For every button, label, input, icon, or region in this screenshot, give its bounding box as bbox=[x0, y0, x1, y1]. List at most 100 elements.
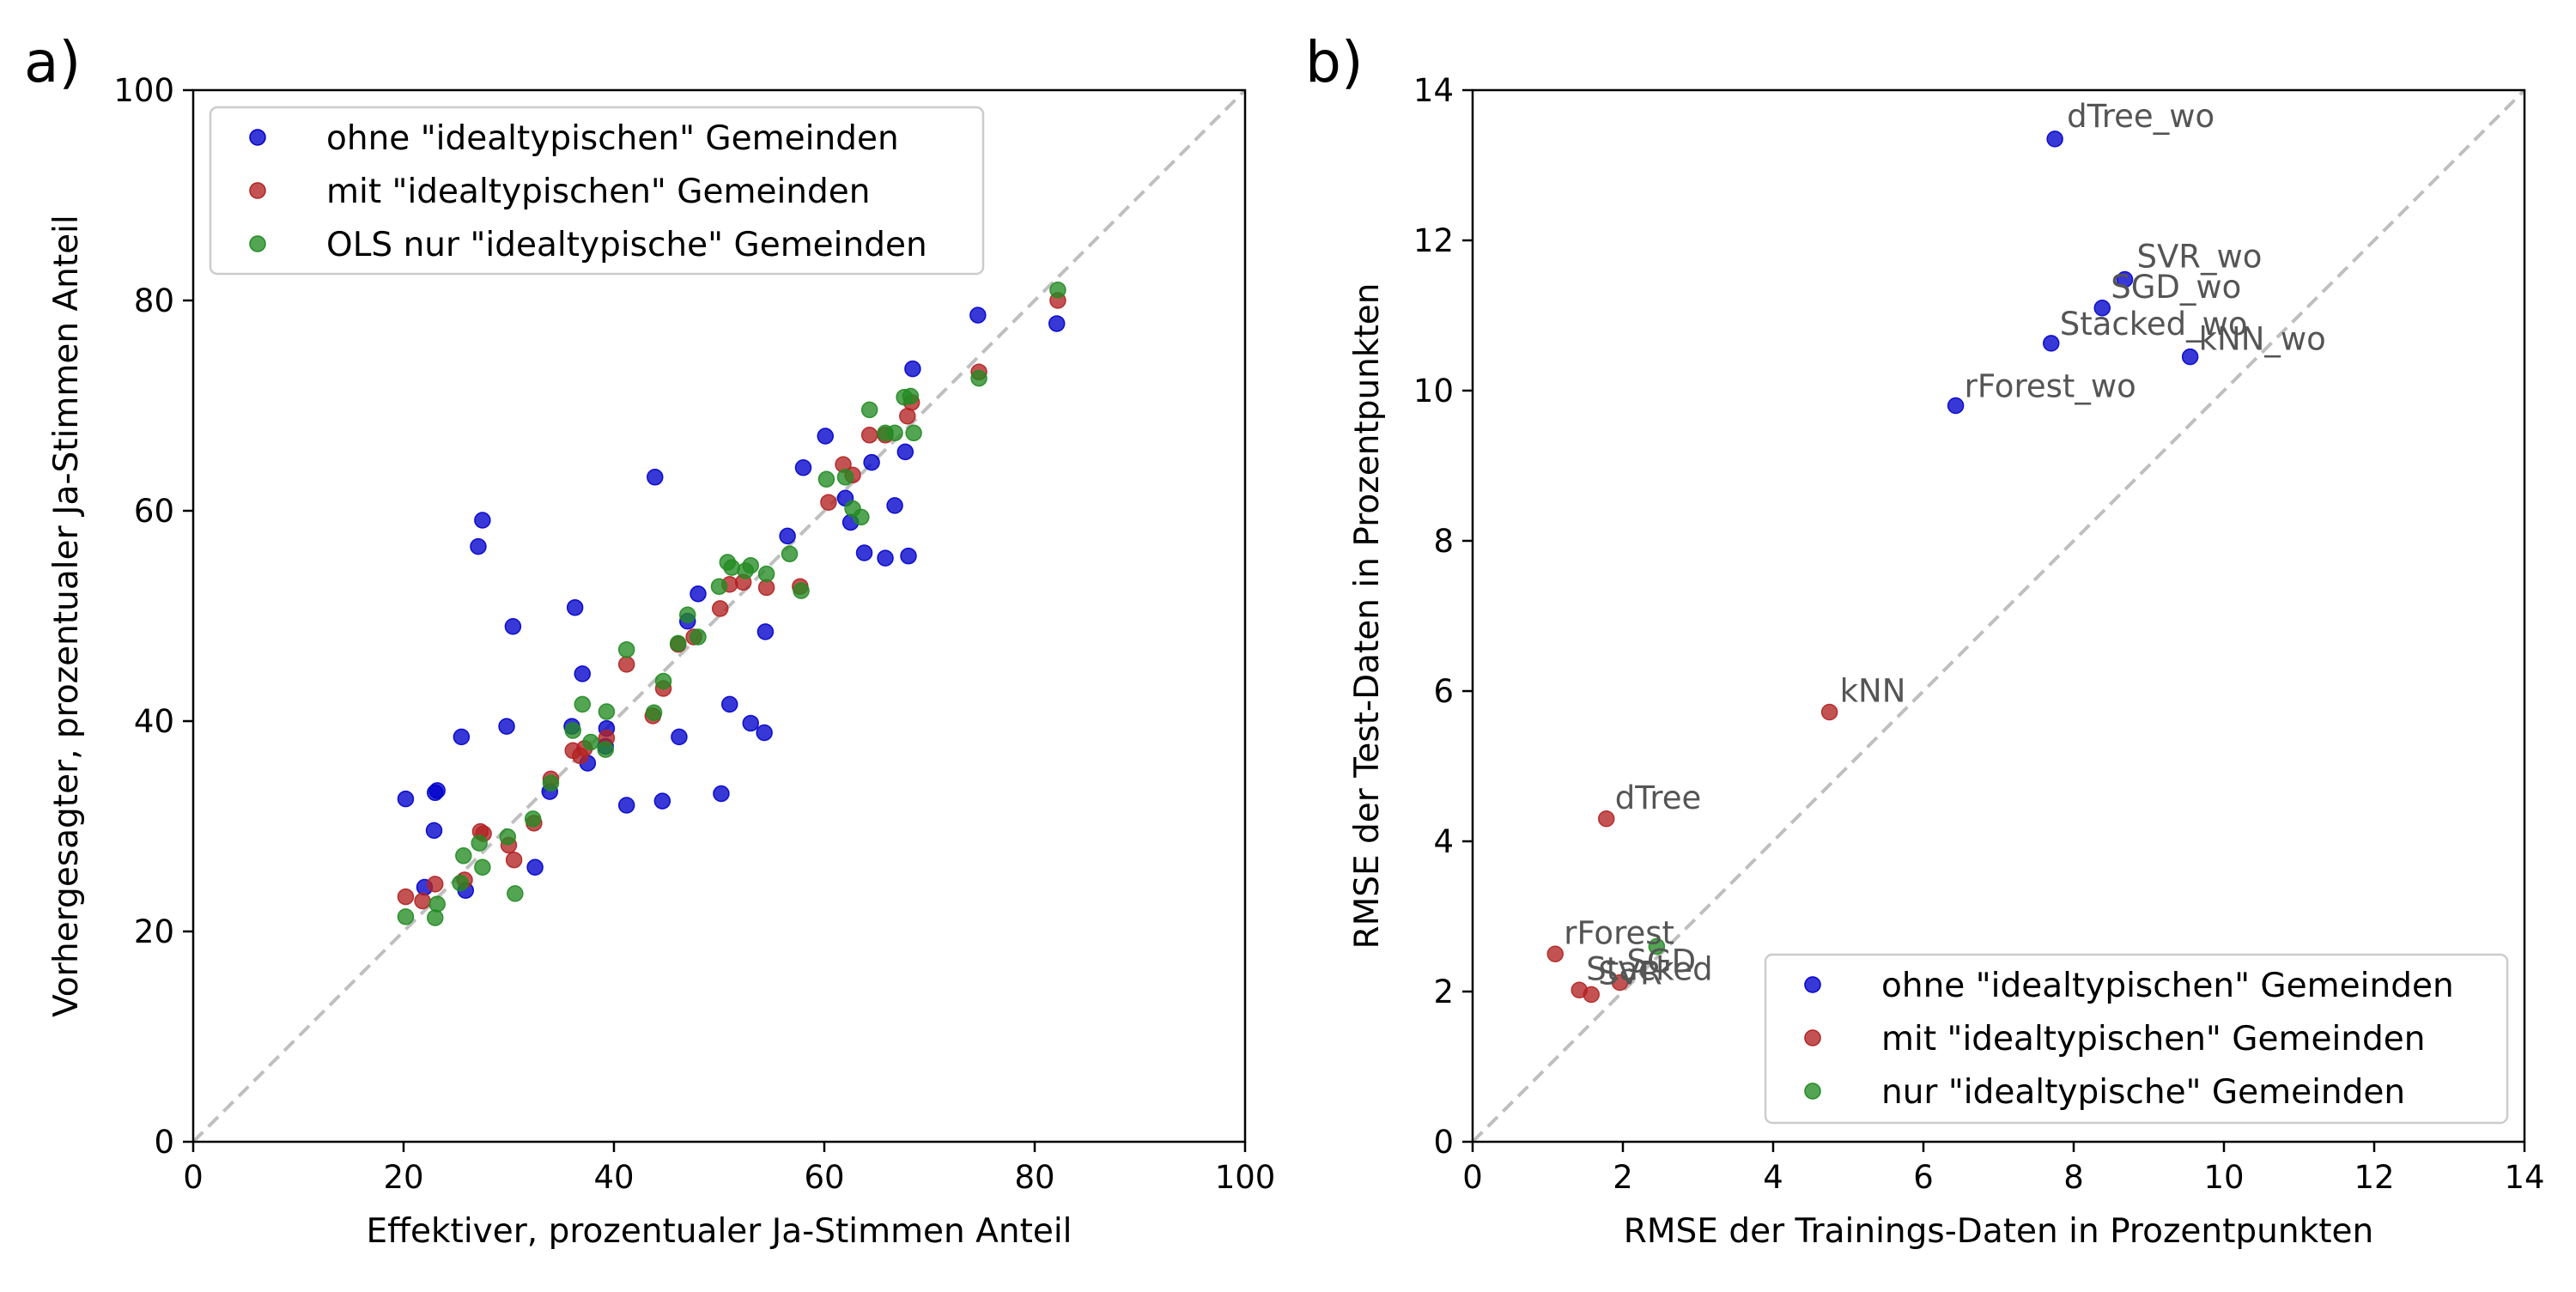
legend: ohne "idealtypischen" Gemeinden mit "idea… bbox=[1764, 953, 2509, 1125]
data-point bbox=[742, 714, 759, 732]
point-label: Stacked_wo bbox=[2060, 306, 2248, 343]
data-point bbox=[505, 851, 523, 869]
data-point bbox=[471, 834, 488, 852]
data-point bbox=[647, 469, 664, 486]
point-label: kNN bbox=[1840, 673, 1906, 710]
legend-marker-nur bbox=[1804, 1083, 1821, 1100]
data-point bbox=[428, 782, 446, 799]
data-point bbox=[905, 424, 922, 442]
y-tick-label: 0 bbox=[1433, 1124, 1454, 1161]
data-point bbox=[1048, 315, 1066, 332]
data-point bbox=[645, 704, 663, 721]
legend-marker-ohne bbox=[1804, 976, 1821, 993]
axes-frame bbox=[1471, 88, 2526, 1143]
series-ohne bbox=[397, 306, 1066, 899]
data-point bbox=[853, 508, 870, 526]
data-point bbox=[617, 797, 635, 814]
y-tick-label: 6 bbox=[1433, 673, 1454, 710]
data-point bbox=[1611, 974, 1629, 992]
point-label: dTree bbox=[1615, 779, 1702, 816]
axes-frame bbox=[191, 88, 1247, 1143]
data-point bbox=[970, 369, 987, 387]
series-nur bbox=[397, 282, 1066, 926]
diagonal-reference-line bbox=[191, 88, 1247, 1143]
series-mit bbox=[1546, 703, 1838, 1004]
data-point bbox=[427, 876, 444, 893]
legend: ohne "idealtypischen" Gemeinden mit "idea… bbox=[209, 106, 985, 276]
y-tick-label: 8 bbox=[1433, 523, 1454, 560]
data-point bbox=[1820, 703, 1838, 721]
data-point bbox=[425, 822, 443, 840]
data-point bbox=[1546, 945, 1564, 962]
data-point bbox=[428, 895, 446, 913]
data-point bbox=[474, 858, 491, 876]
data-point bbox=[598, 703, 616, 720]
x-axis-label: Effektiver, prozentualer Ja-Stimmen Ante… bbox=[366, 1212, 1072, 1251]
y-tick-label: 4 bbox=[1433, 823, 1454, 860]
y-tick-label: 12 bbox=[1413, 222, 1454, 259]
series-nur bbox=[1648, 937, 1666, 955]
data-point bbox=[817, 428, 834, 445]
data-point bbox=[582, 733, 599, 751]
x-tick-label: 0 bbox=[1462, 1159, 1483, 1196]
panel-label: a) bbox=[24, 29, 81, 95]
data-point bbox=[1947, 397, 1965, 415]
data-point bbox=[1049, 282, 1066, 299]
data-point bbox=[820, 494, 837, 511]
data-point bbox=[397, 888, 415, 906]
data-point bbox=[860, 427, 878, 444]
x-tick-label: 2 bbox=[1613, 1159, 1633, 1196]
data-point bbox=[574, 665, 591, 682]
legend-marker-ohne bbox=[249, 129, 266, 146]
x-tick-label: 12 bbox=[2354, 1159, 2394, 1196]
data-point bbox=[781, 545, 799, 562]
x-tick-label: 40 bbox=[593, 1159, 634, 1196]
data-point bbox=[877, 549, 894, 567]
diagonal-reference-line bbox=[1471, 88, 2526, 1143]
x-tick-label: 20 bbox=[383, 1159, 423, 1196]
point-label: SVR bbox=[1598, 955, 1662, 992]
data-point bbox=[757, 565, 775, 583]
series-ohne bbox=[1947, 130, 2199, 415]
data-point bbox=[498, 718, 515, 735]
legend-entry-ohne: ohne "idealtypischen" Gemeinden bbox=[326, 119, 899, 158]
data-point bbox=[863, 453, 880, 471]
data-point bbox=[455, 847, 472, 864]
legend-entry-mit: mit "idealtypischen" Gemeinden bbox=[1881, 1020, 2425, 1058]
data-point bbox=[654, 672, 672, 690]
x-tick-label: 6 bbox=[1913, 1159, 1934, 1196]
data-point bbox=[860, 401, 878, 419]
data-point bbox=[452, 874, 469, 892]
data-point bbox=[713, 785, 730, 803]
data-point bbox=[564, 722, 581, 739]
data-point bbox=[427, 909, 444, 926]
data-point bbox=[836, 469, 854, 486]
y-tick-label: 0 bbox=[154, 1124, 174, 1161]
panel-a: 0 20 40 60 80 100 0 20 40 60 80 100 Effektiver, proz… bbox=[24, 29, 1275, 1251]
data-point bbox=[779, 527, 796, 545]
data-point bbox=[507, 885, 524, 902]
y-axis-label: RMSE der Test-Daten in Prozentpunkten bbox=[1348, 282, 1387, 949]
point-label: dTree_wo bbox=[2067, 98, 2215, 135]
data-point bbox=[710, 578, 728, 595]
data-point bbox=[669, 634, 687, 652]
legend-entry-mit: mit "idealtypischen" Gemeinden bbox=[326, 173, 870, 211]
data-point bbox=[2181, 348, 2199, 366]
data-point bbox=[756, 724, 773, 742]
data-point bbox=[1598, 810, 1615, 828]
x-tick-label: 60 bbox=[804, 1159, 844, 1196]
data-point bbox=[794, 459, 812, 476]
point-label: rForest bbox=[1564, 914, 1674, 951]
data-point bbox=[2043, 335, 2060, 352]
point-label: Stacked bbox=[1586, 950, 1712, 987]
point-label: SGD bbox=[1627, 943, 1697, 980]
data-point bbox=[742, 556, 759, 574]
point-label: SVR_wo bbox=[2137, 239, 2263, 276]
data-point bbox=[756, 623, 775, 640]
x-tick-label: 0 bbox=[183, 1159, 204, 1196]
legend-entry-nur: nur "idealtypische" Gemeinden bbox=[1881, 1073, 2405, 1112]
y-tick-label: 10 bbox=[1413, 373, 1454, 409]
data-point bbox=[566, 598, 584, 616]
